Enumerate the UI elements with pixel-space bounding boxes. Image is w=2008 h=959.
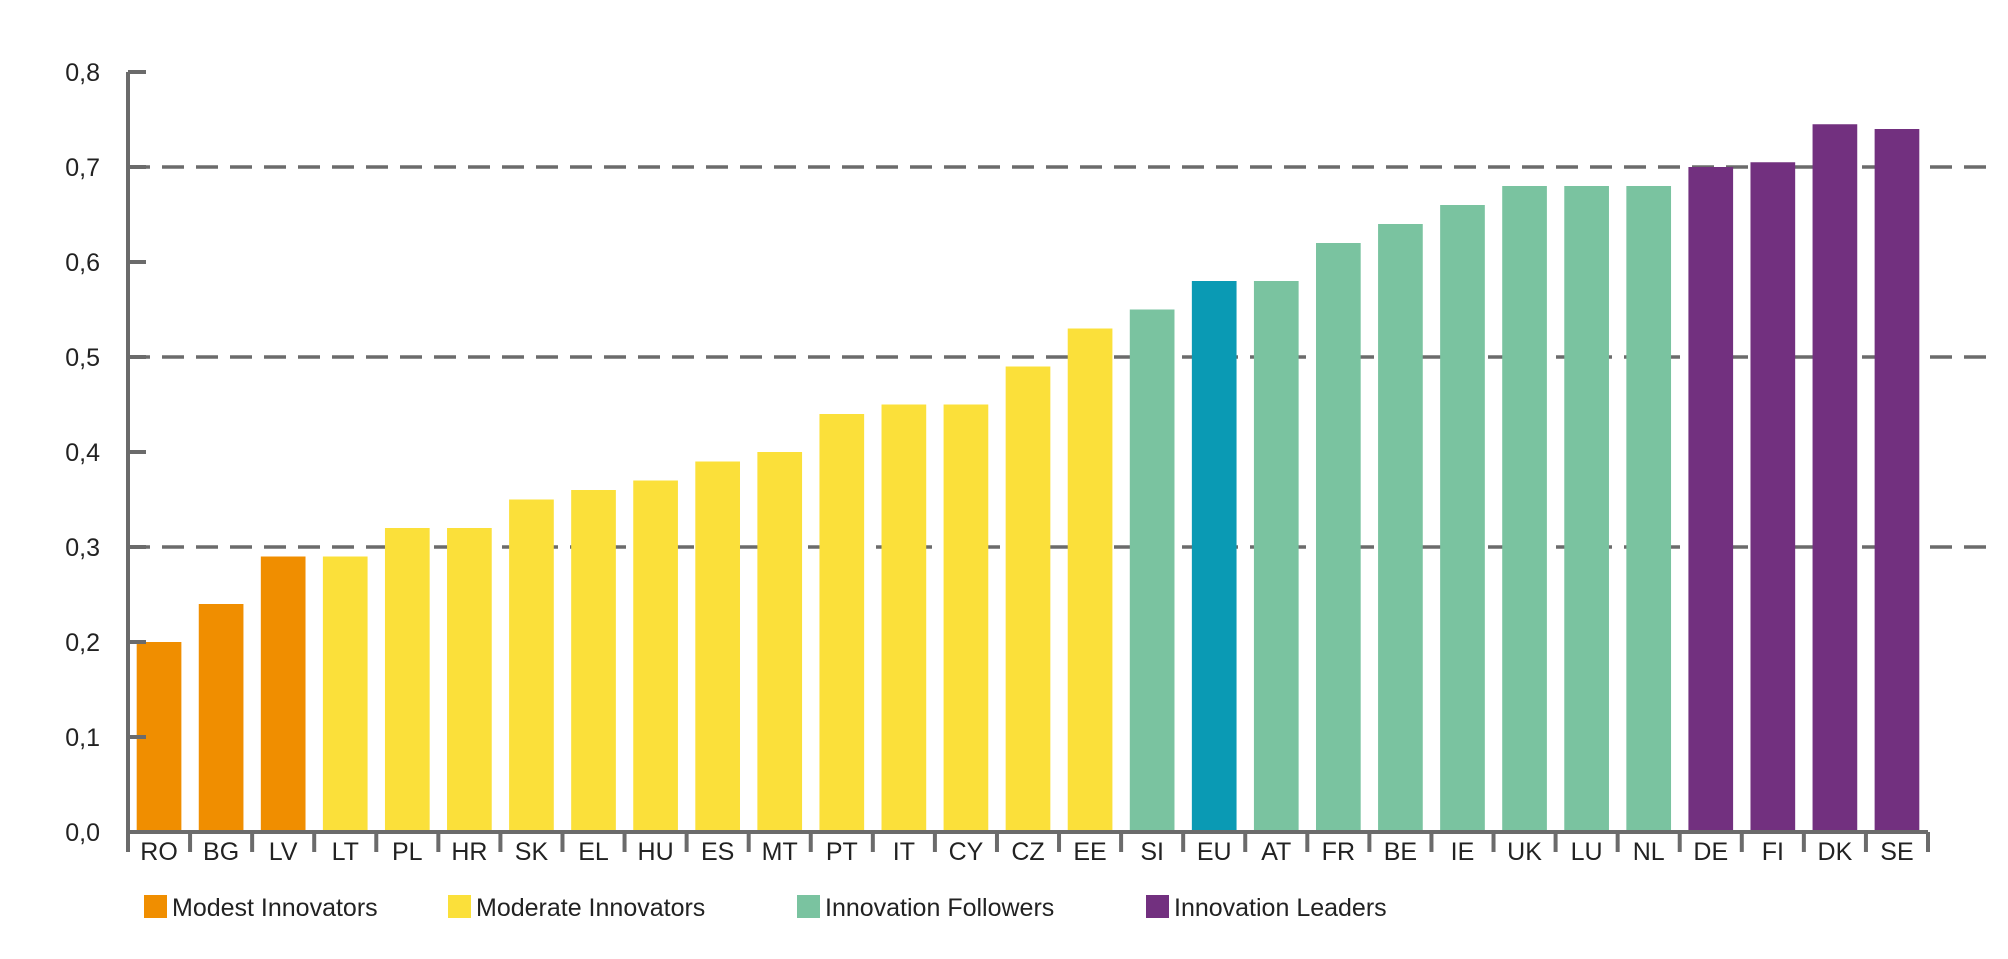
- legend-label-moderate: Moderate Innovators: [476, 894, 705, 922]
- bar-lu: [1564, 186, 1609, 832]
- x-tick-label-cz: CZ: [1011, 838, 1044, 866]
- x-tick-label-nl: NL: [1633, 838, 1665, 866]
- bar-cz: [1005, 366, 1051, 832]
- x-tick-label-cy: CY: [949, 838, 984, 866]
- bar-mt: [757, 452, 803, 832]
- legend-swatch-moderate: [448, 895, 471, 918]
- bar-be: [1378, 224, 1423, 832]
- y-tick-label: 0,1: [65, 724, 100, 752]
- legend-swatch-follower: [797, 895, 820, 918]
- y-tick-label: 0,5: [65, 344, 100, 372]
- bar-hr: [447, 528, 492, 832]
- x-tick-label-hr: HR: [451, 838, 487, 866]
- bar-es: [695, 461, 740, 832]
- gridlines: [128, 165, 1998, 549]
- x-tick-label-de: DE: [1693, 838, 1728, 866]
- bar-it: [881, 404, 927, 832]
- y-tick-label: 0,0: [65, 819, 100, 847]
- bar-lt: [322, 556, 368, 832]
- x-tick-label-mt: MT: [762, 838, 798, 866]
- x-tick-label-fr: FR: [1322, 838, 1355, 866]
- x-tick-label-ro: RO: [140, 838, 178, 866]
- bar-eu: [1191, 281, 1237, 832]
- bars: [136, 124, 1920, 832]
- x-tick-label-lt: LT: [332, 838, 359, 866]
- legend-label-modest: Modest Innovators: [172, 894, 378, 922]
- legend-label-leader: Innovation Leaders: [1174, 894, 1387, 922]
- x-tick-label-si: SI: [1140, 838, 1164, 866]
- bar-pt: [819, 414, 865, 832]
- x-tick-labels: RO BG LV LT PL HR SK EL HU ES MT PT IT CY CZ EE SI EU AT FR…: [140, 838, 1913, 866]
- bar-lv: [260, 556, 306, 832]
- x-tick-label-it: IT: [893, 838, 915, 866]
- x-tick-label-el: EL: [578, 838, 609, 866]
- bar-fr: [1316, 243, 1361, 832]
- x-tick-label-be: BE: [1384, 838, 1417, 866]
- bar-hu: [633, 480, 678, 832]
- bar-se: [1874, 129, 1920, 832]
- bar-pl: [384, 528, 430, 832]
- y-tick-label: 0,2: [65, 629, 100, 657]
- x-tick-label-lu: LU: [1571, 838, 1603, 866]
- bar-cy: [943, 404, 989, 832]
- bar-dk: [1812, 124, 1858, 832]
- x-tick-label-eu: EU: [1197, 838, 1232, 866]
- y-tick-label: 0,4: [65, 439, 100, 467]
- bar-bg: [198, 604, 244, 832]
- y-tick-label: 0,3: [65, 534, 100, 562]
- y-tick-labels: 0,0 0,1 0,2 0,3 0,4 0,5 0,6 0,7 0,8: [65, 59, 100, 847]
- y-tick-label: 0,7: [65, 154, 100, 182]
- x-tick-label-uk: UK: [1507, 838, 1542, 866]
- bar-ie: [1440, 205, 1485, 832]
- axes: [126, 70, 1930, 852]
- x-tick-label-bg: BG: [203, 838, 239, 866]
- x-tick-label-pl: PL: [392, 838, 423, 866]
- x-tick-label-ee: EE: [1073, 838, 1106, 866]
- bar-de: [1688, 167, 1734, 832]
- x-tick-label-hu: HU: [638, 838, 674, 866]
- legend-swatch-leader: [1146, 895, 1169, 918]
- x-tick-label-ie: IE: [1451, 838, 1475, 866]
- legend-label-follower: Innovation Followers: [825, 894, 1054, 922]
- x-tick-label-lv: LV: [269, 838, 298, 866]
- y-tick-label: 0,8: [65, 59, 100, 87]
- x-tick-label-sk: SK: [515, 838, 549, 866]
- bar-uk: [1502, 186, 1547, 832]
- bar-el: [571, 490, 616, 832]
- legend: Modest Innovators Moderate Innovators Inno…: [144, 894, 1387, 922]
- bar-fi: [1750, 162, 1796, 832]
- x-tick-label-dk: DK: [1818, 838, 1853, 866]
- bar-at: [1253, 281, 1299, 832]
- x-tick-label-at: AT: [1261, 838, 1291, 866]
- legend-swatch-modest: [144, 895, 167, 918]
- x-tick-label-fi: FI: [1762, 838, 1784, 866]
- y-tick-label: 0,6: [65, 249, 100, 277]
- x-tick-label-pt: PT: [826, 838, 858, 866]
- bar-sk: [509, 499, 554, 832]
- bar-ee: [1067, 328, 1113, 832]
- bar-nl: [1626, 186, 1672, 832]
- bar-si: [1129, 309, 1175, 832]
- x-tick-label-es: ES: [701, 838, 734, 866]
- x-tick-label-se: SE: [1880, 838, 1913, 866]
